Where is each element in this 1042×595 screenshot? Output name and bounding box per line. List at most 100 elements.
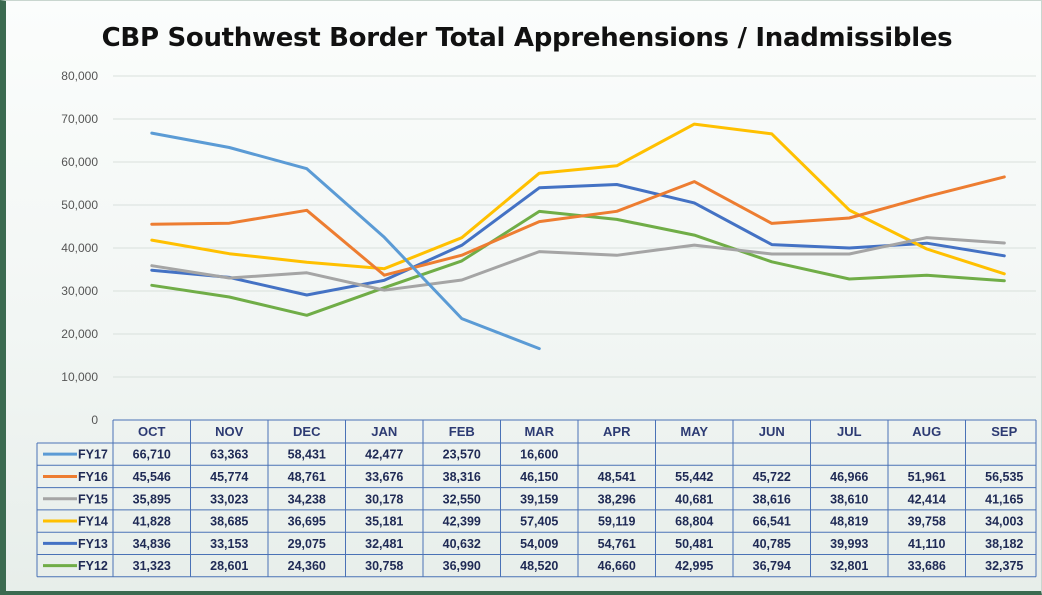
data-label: 38,616 (753, 492, 791, 506)
data-label: 39,159 (520, 492, 558, 506)
y-tick-label: 40,000 (61, 241, 98, 255)
y-axis-ticks: 0 10,000 20,000 30,000 40,000 50,000 60,000 70,… (61, 69, 98, 427)
category-label: APR (603, 424, 631, 439)
data-label: 59,119 (598, 515, 636, 529)
data-label: 32,481 (365, 537, 403, 551)
y-tick-label: 70,000 (61, 112, 98, 126)
y-tick-label: 10,000 (61, 370, 98, 384)
series-name: FY15 (78, 492, 108, 506)
y-tick-label: 30,000 (61, 284, 98, 298)
chart-title: CBP Southwest Border Total Apprehensions… (101, 23, 953, 53)
series-name: FY14 (78, 515, 108, 529)
series-line-fy13 (150, 183, 1006, 297)
gridlines (113, 75, 1036, 378)
data-label: 29,075 (288, 537, 326, 551)
category-label: NOV (215, 424, 244, 439)
data-label: 48,541 (598, 470, 636, 484)
data-label: 45,774 (210, 470, 248, 484)
data-label: 35,895 (133, 492, 171, 506)
category-label: JUN (759, 424, 785, 439)
series-line-fy12 (150, 209, 1006, 317)
data-label: 39,993 (830, 537, 868, 551)
data-label: 38,316 (443, 470, 481, 484)
series-lines (150, 122, 1006, 351)
data-label: 45,722 (753, 470, 791, 484)
data-label: 48,520 (520, 559, 558, 573)
y-tick-label: 0 (91, 413, 98, 427)
series-line-fy16 (150, 175, 1006, 277)
category-label: JUL (837, 424, 862, 439)
data-label: 32,550 (443, 492, 481, 506)
data-label: 38,610 (830, 492, 868, 506)
data-label: 68,804 (675, 515, 713, 529)
series-name: FY13 (78, 537, 108, 551)
data-label: 63,363 (210, 448, 248, 462)
category-label: FEB (449, 424, 475, 439)
data-label: 38,685 (210, 515, 248, 529)
category-label: MAY (680, 424, 708, 439)
data-label: 34,836 (133, 537, 171, 551)
data-label: 40,681 (675, 492, 713, 506)
data-label: 33,153 (210, 537, 248, 551)
data-label: 35,181 (365, 515, 403, 529)
y-tick-label: 50,000 (61, 198, 98, 212)
data-label: 30,178 (365, 492, 403, 506)
data-label: 54,761 (598, 537, 636, 551)
data-label: 40,785 (753, 537, 791, 551)
data-label: 34,238 (288, 492, 326, 506)
data-label: 23,570 (443, 448, 481, 462)
data-label: 58,431 (288, 448, 326, 462)
data-label: 32,801 (830, 559, 868, 573)
data-label: 41,110 (908, 537, 946, 551)
data-label: 42,477 (365, 448, 403, 462)
data-label: 36,794 (753, 559, 791, 573)
data-label: 42,414 (908, 492, 946, 506)
data-label: 28,601 (210, 559, 248, 573)
category-label: OCT (138, 424, 166, 439)
data-label: 36,990 (443, 559, 481, 573)
data-label: 16,600 (520, 448, 558, 462)
data-label: 34,003 (985, 515, 1023, 529)
data-label: 31,323 (133, 559, 171, 573)
data-label: 42,995 (675, 559, 713, 573)
data-label: 33,686 (908, 559, 946, 573)
data-label: 50,481 (675, 537, 713, 551)
data-label: 41,165 (985, 492, 1023, 506)
data-label: 39,758 (908, 515, 946, 529)
series-name: FY16 (78, 470, 108, 484)
data-label: 54,009 (520, 537, 558, 551)
data-label: 46,966 (830, 470, 868, 484)
category-label: MAR (524, 424, 554, 439)
data-label: 32,375 (985, 559, 1023, 573)
series-line-fy17 (150, 131, 541, 351)
data-label: 55,442 (675, 470, 713, 484)
data-label: 41,828 (133, 515, 171, 529)
data-label: 33,023 (210, 492, 248, 506)
y-tick-label: 20,000 (61, 327, 98, 341)
data-label: 33,676 (365, 470, 403, 484)
data-label: 38,296 (598, 492, 636, 506)
data-label: 42,399 (443, 515, 481, 529)
data-label: 46,660 (598, 559, 636, 573)
category-label: DEC (293, 424, 321, 439)
y-tick-label: 80,000 (61, 69, 98, 83)
data-label: 36,695 (288, 515, 326, 529)
series-line-fy15 (150, 236, 1006, 292)
data-label: 66,541 (753, 515, 791, 529)
data-label: 66,710 (133, 448, 171, 462)
data-label: 48,761 (288, 470, 326, 484)
data-table: OCT NOV DEC JAN FEB MAR APR MAY JUN JUL AUG SEP FY17… (36, 419, 1037, 578)
category-label: SEP (991, 424, 1017, 439)
data-label: 45,546 (133, 470, 171, 484)
category-label: JAN (371, 424, 397, 439)
data-label: 48,819 (830, 515, 868, 529)
data-label: 46,150 (520, 470, 558, 484)
data-label: 30,758 (365, 559, 403, 573)
data-label: 38,182 (985, 537, 1023, 551)
data-label: 56,535 (985, 470, 1023, 484)
data-label: 51,961 (908, 470, 946, 484)
y-tick-label: 60,000 (61, 155, 98, 169)
data-label: 57,405 (520, 515, 558, 529)
